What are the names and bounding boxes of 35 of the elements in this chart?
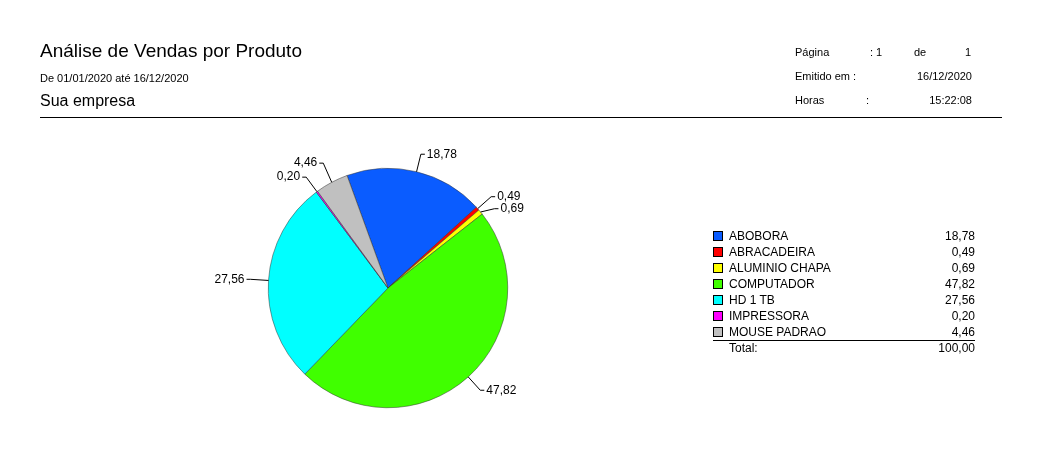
text: De 01/01/2020 até 16/12/2020 [40, 72, 189, 84]
data-label: 0,20 [276, 169, 301, 184]
legend-label: HD 1 TB [729, 293, 776, 307]
text: 18,78 [944, 229, 975, 243]
data-label: 4,46 [293, 155, 318, 170]
text: Total: [728, 341, 759, 357]
data-label: 0,49 [497, 189, 521, 204]
text: de [914, 46, 927, 58]
text: 1 [965, 46, 972, 58]
text: 0,69 [951, 261, 975, 275]
text: : [866, 94, 870, 106]
text: 15:22:08 [929, 94, 972, 106]
text: 4,46 [951, 325, 975, 339]
text: 100,00 [938, 341, 975, 355]
text: 0,49 [951, 245, 975, 259]
chart-title: Análise de Vendas por Produto [40, 40, 302, 62]
text: : 1 [870, 46, 883, 58]
data-label: 0,69 [500, 201, 525, 216]
text: 47,82 [944, 277, 975, 291]
legend-label: ABOBORA [729, 229, 790, 243]
legend-label: IMPRESSORA [729, 309, 810, 323]
text: Sua empresa [40, 92, 136, 110]
text: 27,56 [944, 293, 975, 307]
legend-label: ALUMINIO CHAPA [729, 261, 832, 275]
data-label: 18,78 [426, 146, 458, 161]
text: Página [795, 46, 830, 58]
text: 0,20 [951, 309, 975, 323]
legend-label: COMPUTADOR [729, 277, 816, 291]
text: Horas [795, 94, 825, 106]
legend-label: MOUSE PADRAO [729, 325, 828, 339]
text: 16/12/2020 [916, 70, 972, 82]
legend-label: ABRACADEIRA [729, 245, 817, 259]
data-label: 47,82 [486, 382, 517, 397]
text: Emitido em : [795, 70, 857, 82]
data-label: 27,56 [214, 271, 245, 286]
